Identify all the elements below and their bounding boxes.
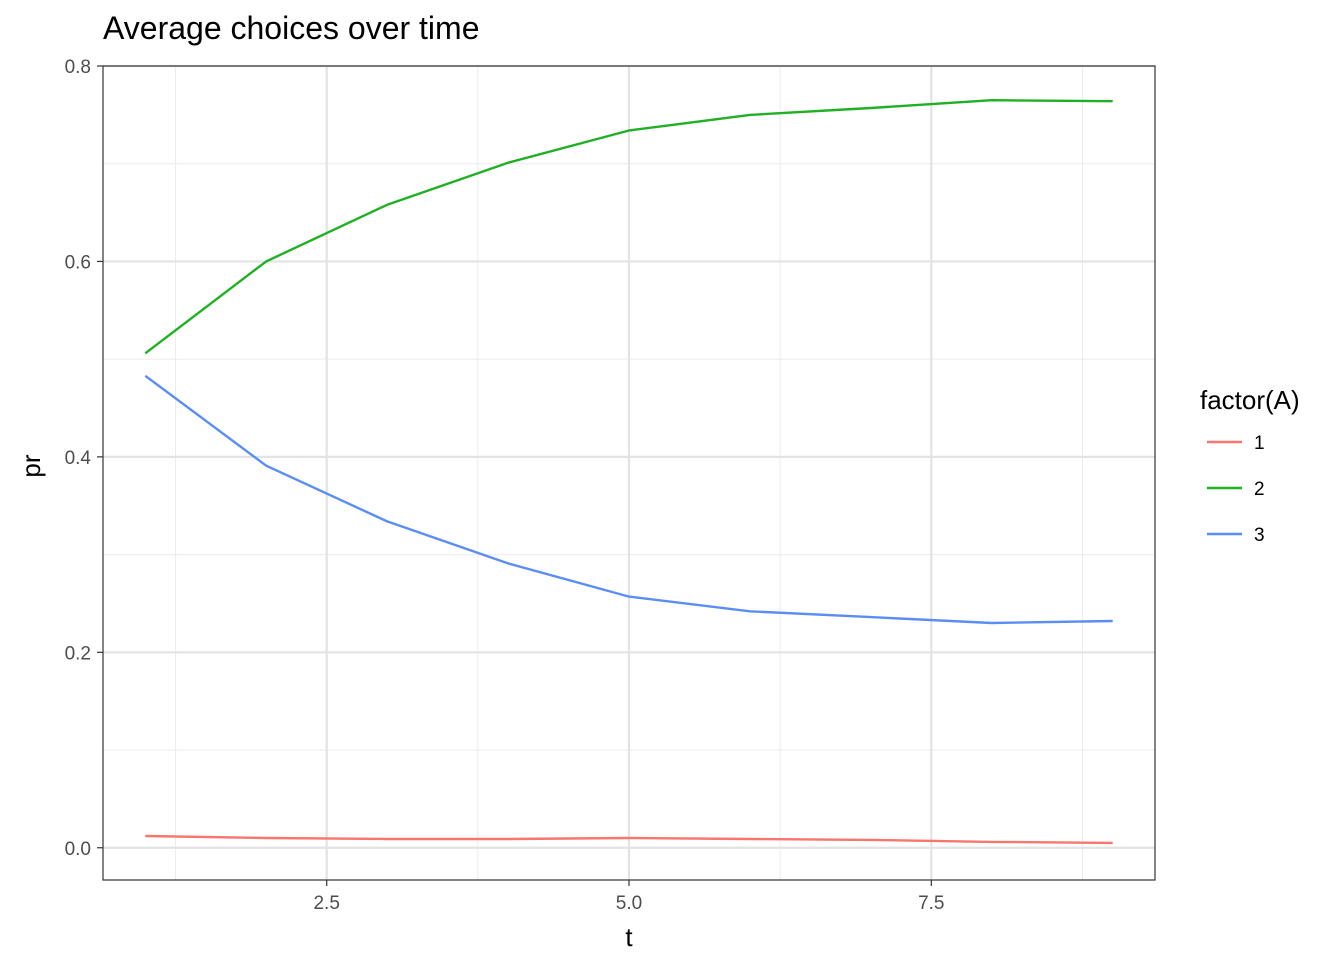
- series-line-1: [145, 834, 1113, 845]
- x-tick-label: 7.5: [918, 893, 944, 914]
- legend-label-3: 3: [1254, 525, 1265, 546]
- series-lines: [144, 98, 1113, 845]
- legend-title: factor(A): [1200, 385, 1300, 415]
- y-tick-label: 0.8: [65, 57, 91, 78]
- axes: 2.5 5.0 7.5 0.0 0.2 0.4 0.6 0.8: [65, 57, 945, 914]
- y-tick-label: 0.2: [65, 643, 91, 664]
- legend-label-2: 2: [1254, 479, 1265, 500]
- chart-title: Average choices over time: [103, 10, 479, 46]
- grid: [103, 64, 1155, 880]
- legend-label-1: 1: [1254, 433, 1265, 454]
- y-tick-label: 0.0: [65, 839, 91, 860]
- y-tick-label: 0.4: [65, 448, 92, 469]
- x-tick-label: 2.5: [313, 893, 339, 914]
- legend-items: 1 2 3: [1207, 433, 1265, 546]
- series-line-2: [144, 98, 1113, 355]
- legend: factor(A) 1 2 3: [1200, 385, 1300, 546]
- x-axis-title: t: [625, 922, 633, 952]
- x-tick-label: 5.0: [616, 893, 642, 914]
- series-line-3: [144, 374, 1113, 625]
- y-tick-label: 0.6: [65, 252, 91, 273]
- y-axis-title: pr: [16, 454, 46, 477]
